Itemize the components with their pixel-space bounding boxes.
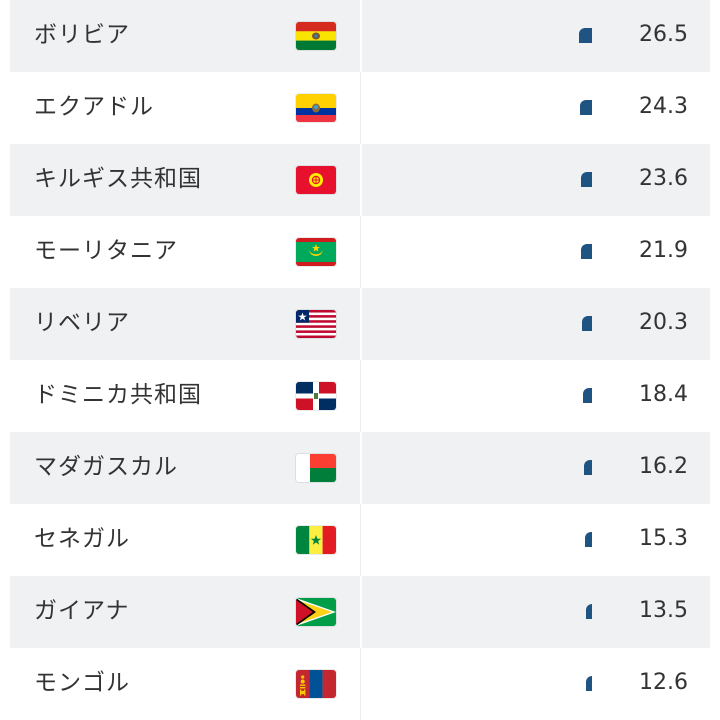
mauritania-flag-icon	[296, 238, 336, 266]
value-text: 13.5	[639, 598, 688, 623]
value-bar	[580, 100, 592, 115]
value-text: 16.2	[639, 454, 688, 479]
value-text: 20.3	[639, 310, 688, 335]
column-divider	[360, 432, 362, 504]
value-text: 23.6	[639, 166, 688, 191]
country-name: ボリビア	[34, 22, 130, 48]
value-bar	[584, 460, 592, 475]
value-bar	[580, 172, 592, 187]
table-row[interactable]: リベリア 20.3	[10, 288, 710, 360]
value-text: 12.6	[639, 670, 688, 695]
table-row[interactable]: モーリタニア 21.9	[10, 216, 710, 288]
kyrgyzstan-flag-icon	[296, 166, 336, 194]
value-bar	[583, 388, 592, 403]
madagascar-flag-icon	[296, 454, 336, 482]
senegal-flag-icon	[296, 526, 336, 554]
column-divider	[360, 144, 362, 216]
liberia-flag-icon	[296, 310, 336, 338]
column-divider	[360, 288, 362, 360]
column-divider	[360, 504, 361, 576]
table-row[interactable]: ドミニカ共和国 18.4	[10, 360, 710, 432]
column-divider	[360, 216, 361, 288]
country-name: モーリタニア	[34, 238, 178, 264]
column-divider	[360, 360, 361, 432]
country-name: ガイアナ	[34, 598, 130, 624]
value-bar	[585, 676, 592, 691]
value-bar	[581, 244, 592, 259]
column-divider	[360, 648, 361, 720]
ranking-table: ボリビア 26.5 エクアドル 24.3 キルギス共和国 23.6 モーリタニア…	[10, 0, 710, 720]
bolivia-flag-icon	[296, 22, 336, 50]
table-row[interactable]: キルギス共和国 23.6	[10, 144, 710, 216]
ecuador-flag-icon	[296, 94, 336, 122]
country-name: リベリア	[34, 310, 130, 336]
table-row[interactable]: モンゴル 12.6	[10, 648, 710, 720]
column-divider	[360, 576, 362, 648]
country-name: モンゴル	[34, 670, 130, 696]
country-name: マダガスカル	[34, 454, 178, 480]
country-name: キルギス共和国	[34, 166, 202, 192]
table-row[interactable]: ボリビア 26.5	[10, 0, 710, 72]
column-divider	[360, 0, 362, 72]
mongolia-flag-icon	[296, 670, 336, 698]
value-text: 21.9	[639, 238, 688, 263]
value-bar	[585, 604, 592, 619]
table-row[interactable]: エクアドル 24.3	[10, 72, 710, 144]
value-text: 24.3	[639, 94, 688, 119]
column-divider	[360, 72, 361, 144]
value-text: 18.4	[639, 382, 688, 407]
country-name: セネガル	[34, 526, 130, 552]
value-bar	[584, 532, 592, 547]
guyana-flag-icon	[296, 598, 336, 626]
country-name: ドミニカ共和国	[34, 382, 202, 408]
table-row[interactable]: ガイアナ 13.5	[10, 576, 710, 648]
value-text: 26.5	[639, 22, 688, 47]
table-row[interactable]: マダガスカル 16.2	[10, 432, 710, 504]
value-bar	[582, 316, 592, 331]
dominican-republic-flag-icon	[296, 382, 336, 410]
value-text: 15.3	[639, 526, 688, 551]
value-bar	[579, 28, 592, 43]
country-name: エクアドル	[34, 94, 154, 120]
table-row[interactable]: セネガル 15.3	[10, 504, 710, 576]
